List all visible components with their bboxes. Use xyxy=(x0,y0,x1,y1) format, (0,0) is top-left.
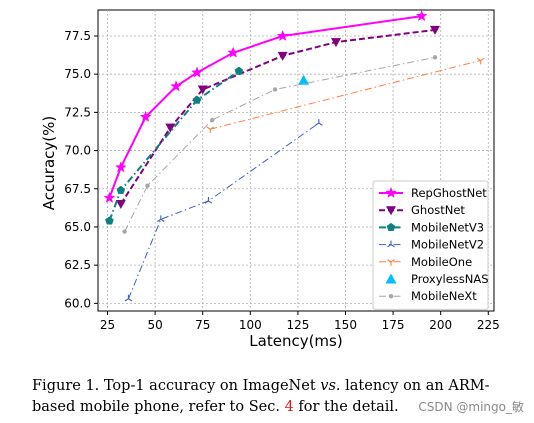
legend-marker xyxy=(385,186,397,198)
series xyxy=(103,9,485,302)
series-line xyxy=(108,15,422,199)
legend-entry: RepGhostNet xyxy=(379,186,487,200)
caption-text-a: Figure 1. Top-1 accuracy on ImageNet xyxy=(32,378,321,394)
x-tick-label: 75 xyxy=(195,318,210,332)
x-tick-label: 225 xyxy=(477,318,500,332)
caption-text-c: for the detail. xyxy=(293,399,399,415)
series-mobileone xyxy=(206,57,485,134)
caption-section-ref[interactable]: 4 xyxy=(284,399,294,415)
data-point xyxy=(116,185,126,194)
data-point xyxy=(192,95,202,104)
y-tick-label: 72.5 xyxy=(64,105,91,119)
y-axis-ticks: 60.0 62.5 65.0 67.5 70.0 72.5 75.0 77.5 xyxy=(64,29,98,310)
legend-entry: ProxylessNAS xyxy=(385,272,489,286)
legend-label: GhostNet xyxy=(411,203,465,217)
data-point xyxy=(191,66,203,78)
series-repghostnet xyxy=(103,9,428,203)
data-point xyxy=(298,74,310,85)
series-mobilenext xyxy=(122,55,438,234)
x-tick-label: 125 xyxy=(286,318,309,332)
legend-marker xyxy=(385,273,397,284)
series-line xyxy=(108,70,240,222)
series-mobilenetv2 xyxy=(124,119,323,302)
legend-label: ProxylessNAS xyxy=(411,272,489,286)
legend-marker xyxy=(387,240,395,248)
data-point xyxy=(105,216,114,225)
legend-marker xyxy=(388,294,394,299)
data-point xyxy=(272,87,278,92)
data-point xyxy=(114,161,127,173)
data-point xyxy=(197,85,208,95)
y-tick-label: 77.5 xyxy=(64,29,91,43)
y-tick-label: 60.0 xyxy=(64,296,91,310)
legend-marker xyxy=(386,222,396,231)
figure-caption: Figure 1. Top-1 accuracy on ImageNet vs.… xyxy=(32,376,532,418)
y-tick-label: 65.0 xyxy=(64,220,91,234)
data-point xyxy=(165,123,176,133)
caption-text-b: latency on an ARM-based mobile phone, re… xyxy=(32,378,490,415)
legend-entry: GhostNet xyxy=(379,203,465,217)
data-point xyxy=(476,57,485,65)
legend-label: MobileNetV2 xyxy=(411,238,484,252)
legend-label: MobileNeXt xyxy=(411,289,477,303)
y-axis-label: Accuracy(%) xyxy=(40,116,58,210)
data-point xyxy=(432,55,438,60)
x-tick-label: 150 xyxy=(334,318,357,332)
data-point xyxy=(429,25,440,35)
caption-vs: vs. xyxy=(320,378,341,394)
legend-entry: MobileNetV3 xyxy=(379,220,484,234)
data-point xyxy=(157,215,165,222)
x-axis-label: Latency(ms) xyxy=(249,332,342,350)
data-point xyxy=(315,119,323,126)
x-tick-label: 175 xyxy=(382,318,405,332)
data-point xyxy=(122,229,127,234)
series-line xyxy=(128,122,320,299)
y-tick-label: 75.0 xyxy=(64,67,91,81)
data-point xyxy=(139,110,152,122)
data-point xyxy=(276,29,289,41)
data-point xyxy=(115,200,126,210)
data-point xyxy=(234,66,244,75)
legend: RepGhostNet GhostNet MobileNetV3 MobileNetV… xyxy=(372,180,489,310)
series-proxylessnas xyxy=(298,74,310,85)
data-point xyxy=(227,46,240,58)
y-tick-label: 62.5 xyxy=(64,258,91,272)
data-point xyxy=(124,294,133,302)
legend-entry: MobileOne xyxy=(379,255,472,269)
y-tick-label: 70.0 xyxy=(64,144,91,158)
accuracy-latency-chart: 25 50 75 100 125 150 175 200 225 60.0 62.5 65.0 67.… xyxy=(40,9,500,350)
watermark: CSDN @mingo_敏 xyxy=(418,400,524,414)
legend-label: RepGhostNet xyxy=(411,186,487,200)
data-point xyxy=(103,191,116,203)
data-point xyxy=(277,51,288,61)
x-tick-label: 25 xyxy=(100,318,115,332)
x-tick-label: 50 xyxy=(147,318,162,332)
series-mobilenetv3 xyxy=(105,66,244,225)
legend-label: MobileOne xyxy=(411,255,472,269)
x-tick-label: 200 xyxy=(429,318,452,332)
x-axis-ticks: 25 50 75 100 125 150 175 200 225 xyxy=(100,311,500,332)
legend-marker xyxy=(386,206,396,216)
series-line xyxy=(124,56,436,232)
series-line xyxy=(210,59,481,130)
data-point xyxy=(204,196,213,204)
data-point xyxy=(415,9,428,22)
legend-box xyxy=(372,180,489,310)
data-point xyxy=(145,183,150,188)
y-tick-label: 67.5 xyxy=(64,182,91,196)
legend-label: MobileNetV3 xyxy=(411,220,484,234)
legend-entry: MobileNetV2 xyxy=(379,238,484,252)
legend-marker xyxy=(387,259,395,266)
data-point xyxy=(330,38,341,48)
data-point xyxy=(206,126,215,134)
data-point xyxy=(170,80,182,92)
legend-entry: MobileNeXt xyxy=(379,289,477,303)
data-point xyxy=(210,117,215,123)
x-tick-label: 100 xyxy=(239,318,262,332)
